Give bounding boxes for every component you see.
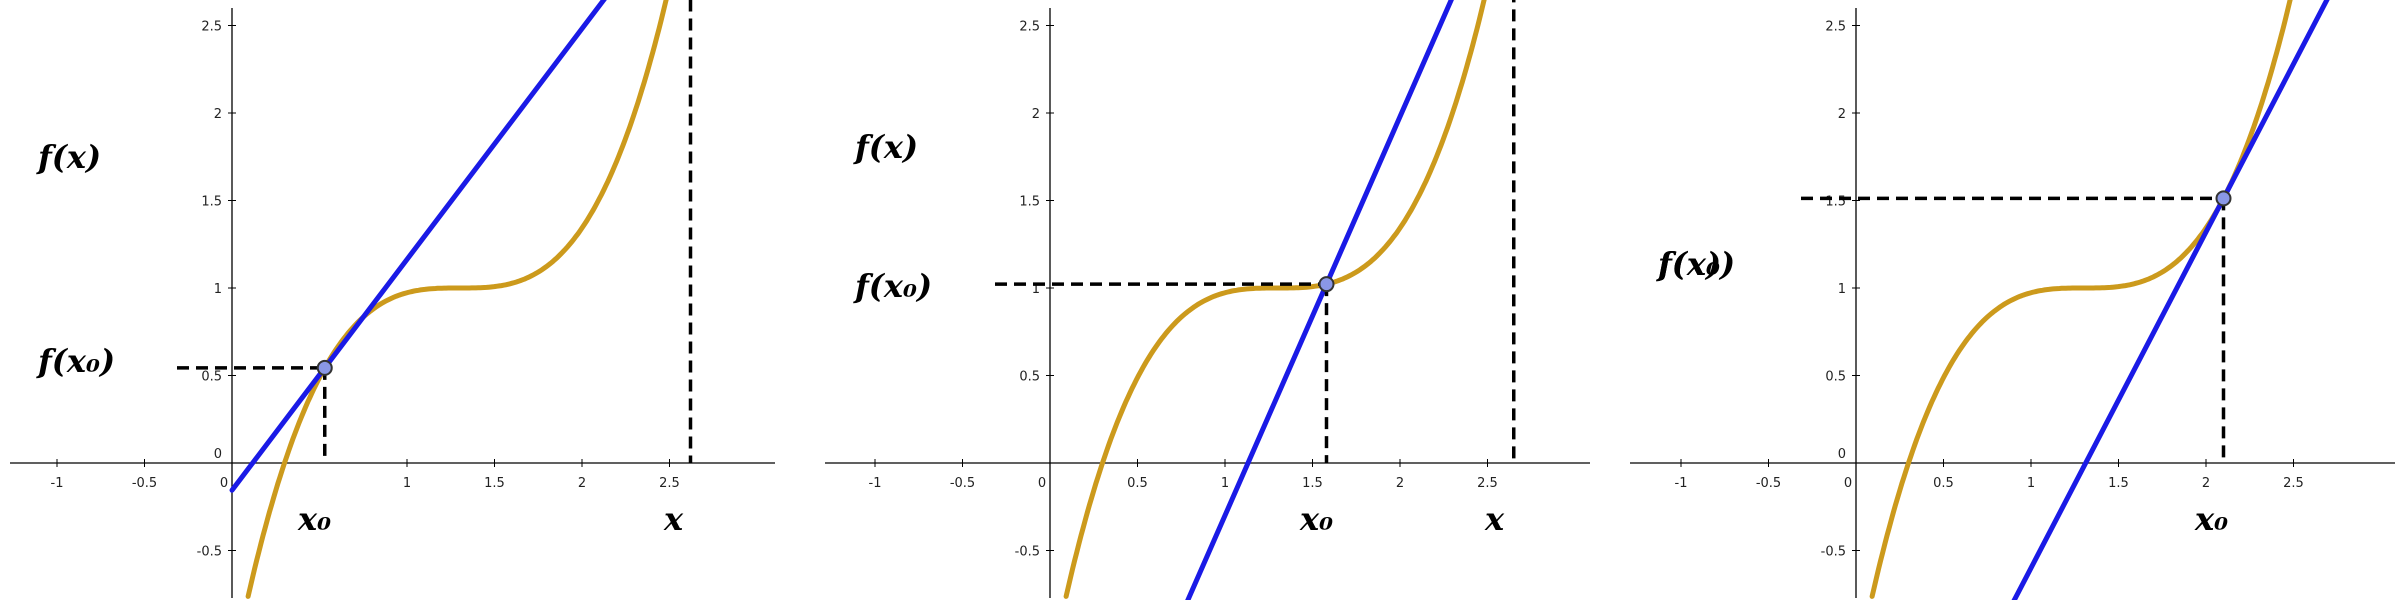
point-x0 [1318, 276, 1335, 293]
y-tick-label: 0.5 [1825, 370, 1846, 385]
x-tick-label: -1 [869, 476, 882, 491]
y-tick-label: 0.5 [1019, 370, 1040, 385]
y-tick-label: -0.5 [197, 545, 222, 560]
x-tick-label: 2 [1396, 476, 1404, 491]
x-tick-label: 2.5 [1477, 476, 1498, 491]
x-tick-label: -0.5 [132, 476, 157, 491]
function-curve [1869, 0, 2293, 599]
x-tick-label: 2 [578, 476, 586, 491]
y-tick-label: 0 [1838, 447, 1846, 462]
label-x: x [663, 500, 684, 538]
y-tick-label: 2 [1032, 107, 1040, 122]
x-tick-label: 0.5 [1933, 476, 1954, 491]
label-x0: x₀ [2194, 500, 2228, 538]
x-tick-label: 1 [2027, 476, 2035, 491]
x-tick-label: 0 [1844, 476, 1852, 491]
y-tick-label: 2.5 [201, 20, 222, 35]
x-tick-label: 2.5 [659, 476, 680, 491]
x-tick-label: 0 [1038, 476, 1046, 491]
y-tick-label: 1 [1032, 282, 1040, 297]
y-tick-label: 1 [1838, 282, 1846, 297]
label-fx: f(x) [1656, 245, 1721, 283]
y-tick-label: 1.5 [1019, 195, 1040, 210]
y-tick-label: -0.5 [1015, 545, 1040, 560]
x-tick-label: 0 [220, 476, 228, 491]
y-tick-label: 0 [214, 447, 222, 462]
x-tick-label: 1 [403, 476, 411, 491]
y-tick-label: 1 [214, 282, 222, 297]
tangent-line [2011, 0, 2330, 600]
label-fx0: f(x₀) [36, 342, 115, 380]
secant-line [1185, 0, 1454, 600]
label-fx0: f(x₀) [1656, 245, 1735, 283]
x-tick-label: 0.5 [1127, 476, 1148, 491]
x-tick-label: 1.5 [2108, 476, 2129, 491]
label-x: x [1484, 500, 1505, 538]
function-curve [1063, 0, 1487, 599]
y-tick-label: 2.5 [1019, 20, 1040, 35]
x-tick-label: -0.5 [950, 476, 975, 491]
y-tick-label: 2 [1838, 107, 1846, 122]
x-tick-label: 1.5 [484, 476, 505, 491]
label-x0: x₀ [297, 500, 331, 538]
x-tick-label: -0.5 [1756, 476, 1781, 491]
label-fx0: f(x₀) [853, 267, 932, 305]
x-tick-label: -1 [1675, 476, 1688, 491]
y-tick-label: 0.5 [201, 370, 222, 385]
y-tick-label: 2.5 [1825, 20, 1846, 35]
label-x0: x₀ [1299, 500, 1333, 538]
label-fx: f(x) [36, 138, 101, 176]
label-x: x [2194, 500, 2215, 538]
x-tick-label: 1.5 [1302, 476, 1323, 491]
y-tick-label: 1.5 [201, 195, 222, 210]
y-tick-label: 2 [214, 107, 222, 122]
panel-3: -1 -0.5 0 0.5 1 1.5 2 2.5-0.500.511.522.5f(x)f(… [1630, 0, 2395, 600]
point-x0 [316, 359, 333, 376]
panel-1: -1 -0.5 0 1 1.5 2 2.5 -0.5 0 0.5 1 1.5 2 2.5 f(x) f(x₀)… [10, 0, 775, 599]
x-tick-label: 1 [1221, 476, 1229, 491]
panel-2: -1 -0.5 0 0.5 1 1.5 2 2.5 -0.5 0.5 1 1.5 2 2.5 f(x) f(x… [825, 0, 1590, 600]
label-fx: f(x) [853, 128, 918, 166]
x-tick-label: -1 [51, 476, 64, 491]
secant-line [229, 0, 607, 493]
y-tick-label: -0.5 [1821, 545, 1846, 560]
x-tick-label: 2 [2202, 476, 2210, 491]
point-x [2215, 190, 2232, 207]
x-tick-label: 2.5 [2283, 476, 2304, 491]
